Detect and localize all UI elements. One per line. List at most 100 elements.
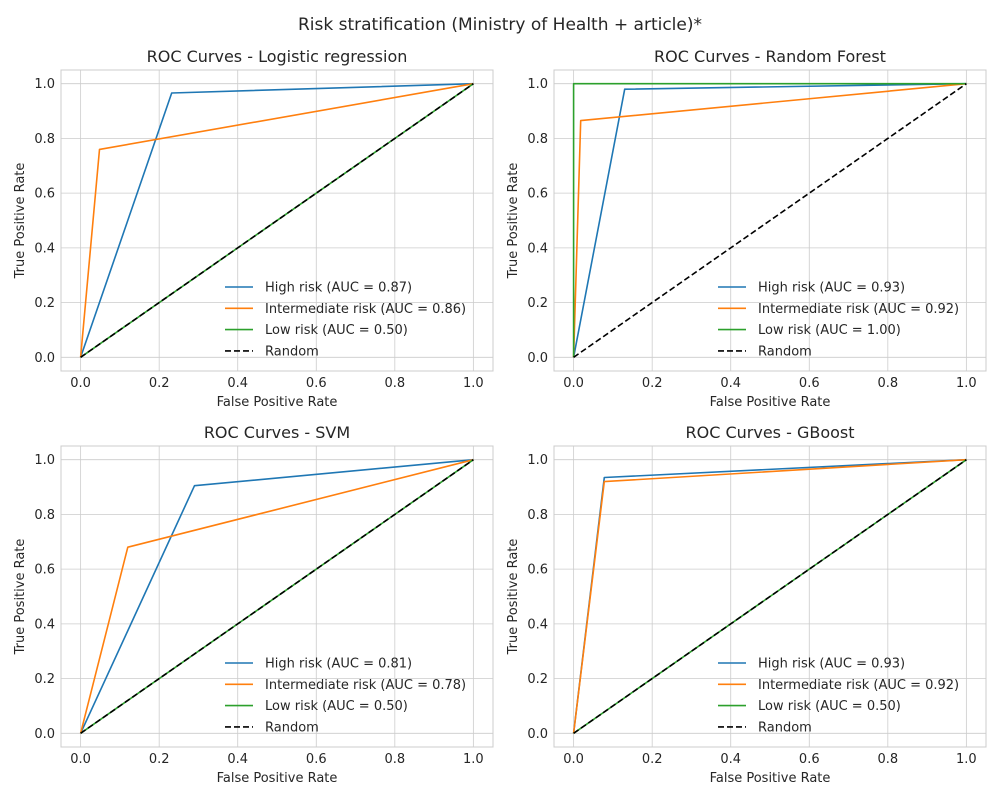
x-tick-label: 0.0 — [70, 376, 91, 391]
x-tick-label: 0.2 — [149, 752, 170, 767]
legend-label: Low risk (AUC = 0.50) — [758, 699, 901, 714]
y-axis-label: True Positive Rate — [506, 163, 521, 280]
legend: High risk (AUC = 0.81) Intermediate risk … — [225, 657, 466, 735]
series-line — [80, 459, 474, 734]
series-line — [572, 458, 967, 734]
legend: High risk (AUC = 0.93) Intermediate risk … — [718, 281, 959, 359]
legend-label: Intermediate risk (AUC = 0.92) — [758, 302, 959, 317]
series-line — [79, 458, 474, 734]
roc-panel: 0.0 0.2 0.4 0.6 0.8 1.0 0.0 0.2 0.4 0.6 0.8 1.0 ROC … — [506, 47, 987, 410]
x-tick-label: 1.0 — [956, 752, 977, 767]
y-tick-label: 0.0 — [527, 727, 548, 742]
series-line — [80, 83, 474, 358]
x-tick-label: 0.6 — [306, 376, 327, 391]
y-tick-label: 0.0 — [34, 727, 55, 742]
legend-label: Random — [758, 344, 812, 359]
x-tick-label: 0.4 — [227, 376, 248, 391]
legend-label: Low risk (AUC = 0.50) — [265, 699, 408, 714]
y-tick-label: 0.8 — [527, 132, 548, 147]
y-tick-label: 0.2 — [34, 672, 55, 687]
y-tick-label: 0.6 — [34, 563, 55, 578]
x-tick-label: 0.2 — [642, 376, 663, 391]
y-axis-label: True Positive Rate — [13, 539, 28, 656]
y-axis-label: True Positive Rate — [13, 163, 28, 280]
x-tick-label: 0.6 — [306, 752, 327, 767]
x-tick-label: 0.8 — [384, 376, 405, 391]
plot-frame — [553, 445, 987, 748]
y-tick-label: 0.8 — [527, 508, 548, 523]
legend-label: High risk (AUC = 0.87) — [265, 281, 412, 296]
series-line — [572, 82, 967, 358]
x-tick-label: 0.8 — [877, 376, 898, 391]
y-tick-label: 0.2 — [34, 296, 55, 311]
y-tick-label: 1.0 — [527, 77, 548, 92]
y-tick-label: 0.4 — [527, 241, 548, 256]
grid — [61, 446, 493, 747]
panel-title: ROC Curves - GBoost — [685, 423, 854, 442]
y-tick-label: 0.8 — [34, 508, 55, 523]
grid — [554, 446, 986, 747]
x-tick-label: 0.6 — [799, 752, 820, 767]
series-line — [573, 459, 967, 734]
panel-title: ROC Curves - SVM — [204, 423, 350, 442]
x-axis-label: False Positive Rate — [217, 771, 338, 786]
y-tick-label: 0.4 — [34, 617, 55, 632]
y-tick-label: 0.0 — [527, 351, 548, 366]
x-tick-label: 0.8 — [877, 752, 898, 767]
legend-label: Intermediate risk (AUC = 0.78) — [265, 678, 466, 693]
y-tick-label: 0.2 — [527, 672, 548, 687]
legend: High risk (AUC = 0.93) Intermediate risk … — [718, 657, 959, 735]
y-axis-label: True Positive Rate — [506, 539, 521, 656]
legend-label: Random — [265, 720, 319, 735]
x-tick-label: 0.4 — [720, 376, 741, 391]
legend: High risk (AUC = 0.87) Intermediate risk … — [225, 281, 466, 359]
y-tick-label: 0.6 — [527, 563, 548, 578]
x-axis-label: False Positive Rate — [710, 771, 831, 786]
y-tick-label: 1.0 — [34, 77, 55, 92]
x-axis-label: False Positive Rate — [710, 395, 831, 410]
x-tick-label: 1.0 — [463, 376, 484, 391]
x-tick-label: 0.0 — [563, 752, 584, 767]
legend-label: Random — [758, 720, 812, 735]
legend-label: Intermediate risk (AUC = 0.92) — [758, 678, 959, 693]
y-tick-label: 1.0 — [34, 453, 55, 468]
roc-panel: 0.0 0.2 0.4 0.6 0.8 1.0 0.0 0.2 0.4 0.6 0.8 1.0 ROC … — [13, 47, 494, 410]
roc-panel: 0.0 0.2 0.4 0.6 0.8 1.0 0.0 0.2 0.4 0.6 0.8 1.0 ROC … — [506, 423, 987, 786]
panel-title: ROC Curves - Logistic regression — [147, 47, 408, 66]
x-tick-label: 0.4 — [227, 752, 248, 767]
roc-panel: 0.0 0.2 0.4 0.6 0.8 1.0 0.0 0.2 0.4 0.6 0.8 1.0 ROC … — [13, 423, 494, 786]
series-line — [572, 82, 967, 358]
y-tick-label: 0.6 — [34, 187, 55, 202]
series-line — [572, 82, 967, 358]
x-tick-label: 0.2 — [149, 376, 170, 391]
legend-label: High risk (AUC = 0.93) — [758, 657, 905, 672]
x-axis-label: False Positive Rate — [217, 395, 338, 410]
y-tick-label: 0.4 — [34, 241, 55, 256]
series-line — [79, 458, 474, 734]
x-tick-label: 1.0 — [463, 752, 484, 767]
legend-label: Low risk (AUC = 1.00) — [758, 323, 901, 338]
plot-frame — [60, 69, 494, 372]
plot-frame — [553, 69, 987, 372]
figure-suptitle: Risk stratification (Ministry of Health … — [298, 15, 702, 35]
y-tick-label: 0.6 — [527, 187, 548, 202]
series-line — [79, 82, 474, 358]
x-tick-label: 0.8 — [384, 752, 405, 767]
legend-label: Random — [265, 344, 319, 359]
series-line — [573, 83, 967, 358]
x-tick-label: 1.0 — [956, 376, 977, 391]
series-line — [79, 82, 474, 358]
y-tick-label: 0.4 — [527, 617, 548, 632]
legend-label: Low risk (AUC = 0.50) — [265, 323, 408, 338]
y-tick-label: 1.0 — [527, 453, 548, 468]
grid — [61, 70, 493, 371]
x-tick-label: 0.0 — [70, 752, 91, 767]
y-tick-label: 0.8 — [34, 132, 55, 147]
x-tick-label: 0.0 — [563, 376, 584, 391]
y-tick-label: 0.0 — [34, 351, 55, 366]
x-tick-label: 0.6 — [799, 376, 820, 391]
plot-frame — [60, 445, 494, 748]
panel-title: ROC Curves - Random Forest — [654, 47, 886, 66]
legend-label: High risk (AUC = 0.93) — [758, 281, 905, 296]
